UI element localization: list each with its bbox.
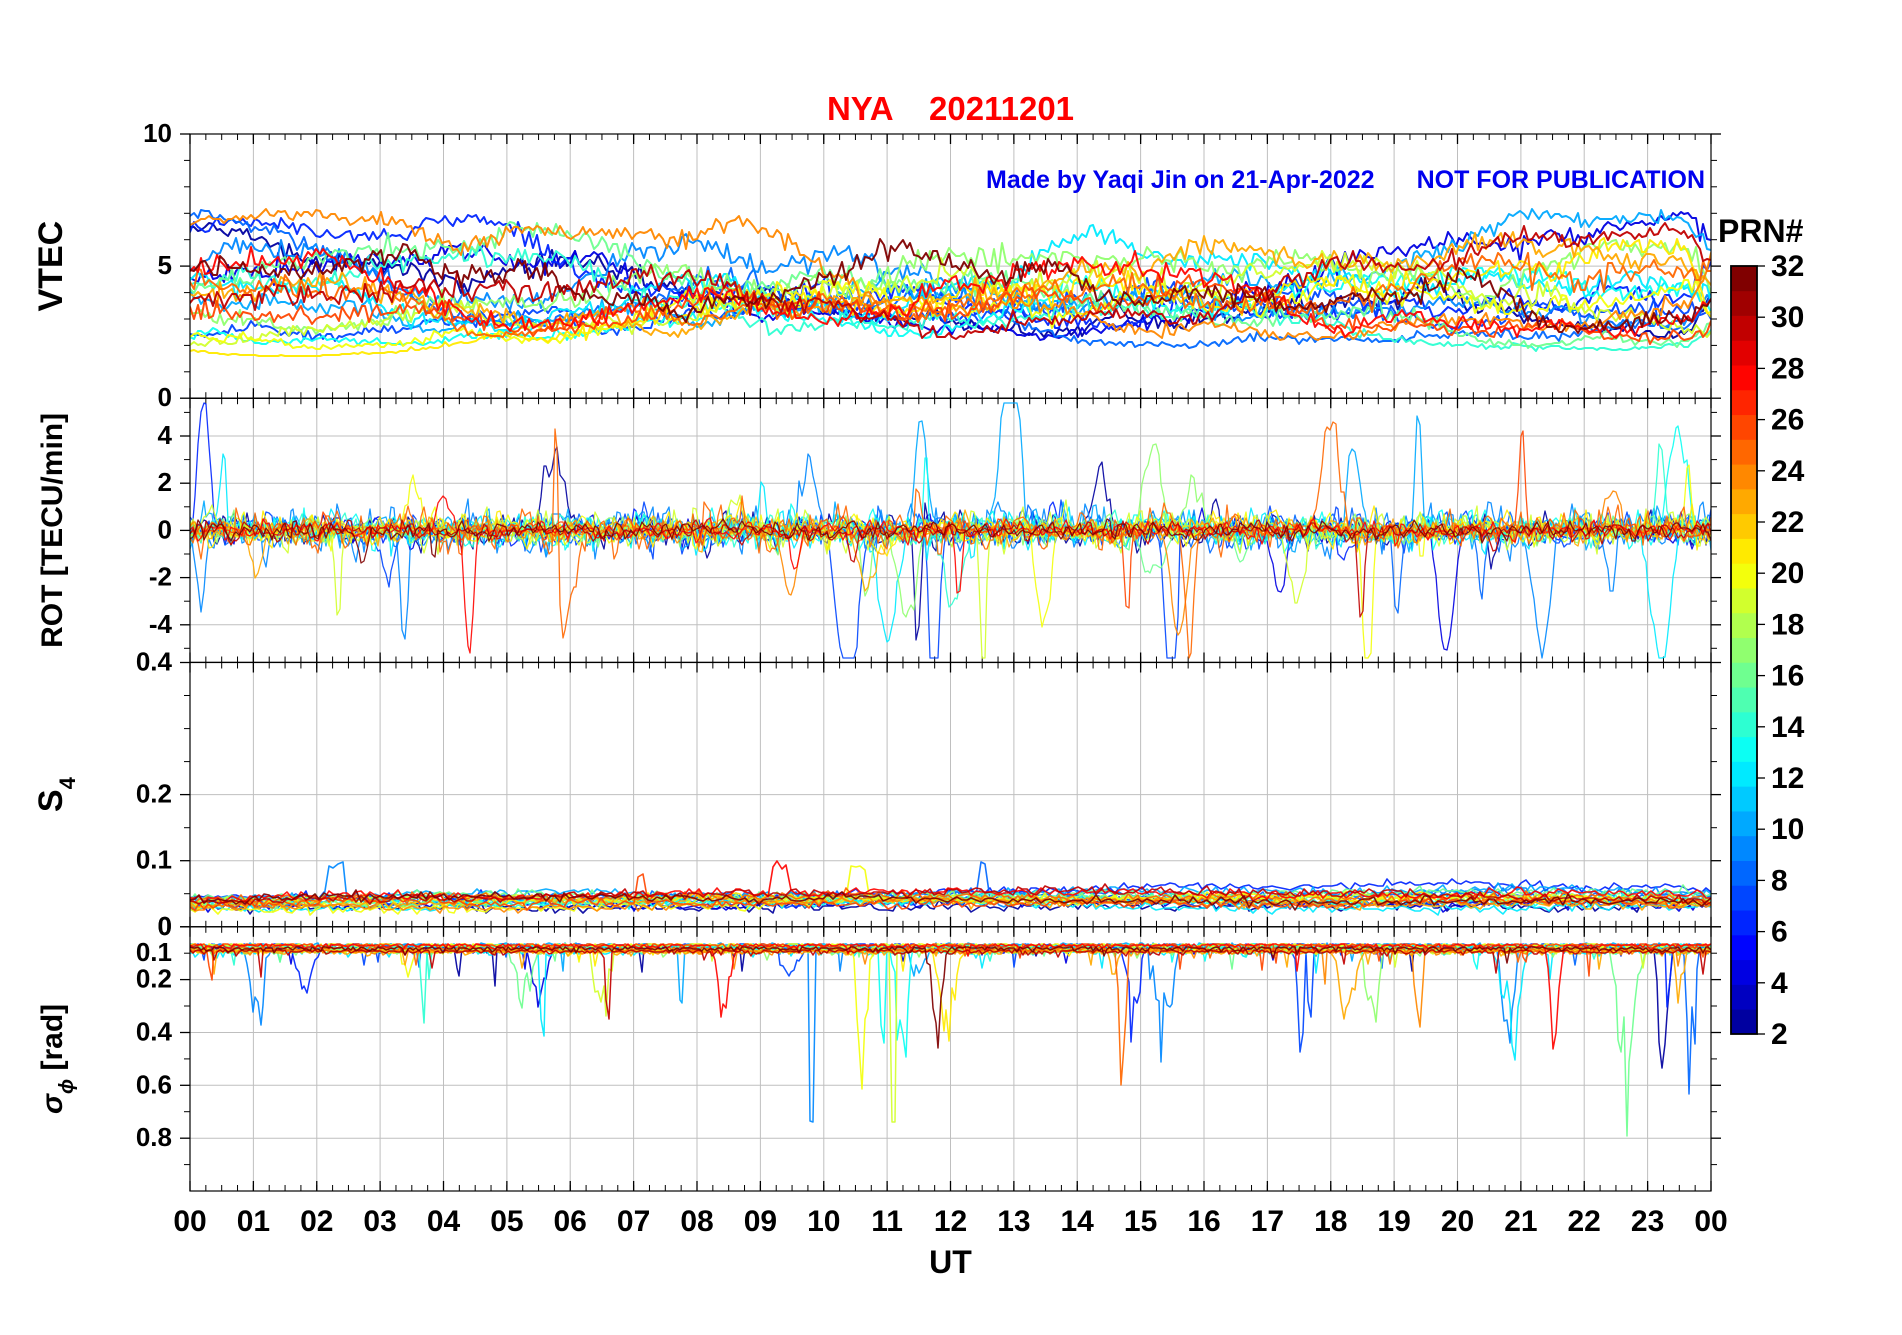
svg-text:03: 03 [363, 1205, 396, 1238]
svg-text:0.2: 0.2 [136, 964, 172, 994]
svg-text:0.8: 0.8 [136, 1122, 172, 1152]
svg-text:00: 00 [1694, 1205, 1727, 1238]
svg-text:12: 12 [1771, 762, 1804, 795]
svg-text:16: 16 [1187, 1205, 1220, 1238]
svg-text:0: 0 [158, 382, 172, 412]
svg-text:21: 21 [1504, 1205, 1537, 1238]
svg-text:2: 2 [1771, 1018, 1788, 1051]
svg-text:30: 30 [1771, 301, 1804, 334]
svg-text:5: 5 [158, 250, 172, 280]
svg-text:09: 09 [744, 1205, 777, 1238]
svg-text:01: 01 [237, 1205, 270, 1238]
svg-text:4: 4 [158, 420, 173, 450]
svg-text:00: 00 [173, 1205, 206, 1238]
svg-text:ROT [TECU/min]: ROT [TECU/min] [36, 413, 69, 648]
svg-text:12: 12 [934, 1205, 967, 1238]
svg-text:13: 13 [997, 1205, 1030, 1238]
svg-text:0.1: 0.1 [136, 845, 172, 875]
svg-text:19: 19 [1377, 1205, 1410, 1238]
svg-text:6: 6 [1771, 916, 1788, 949]
svg-text:2: 2 [158, 467, 172, 497]
svg-text:10: 10 [143, 118, 172, 148]
svg-text:4: 4 [1771, 967, 1788, 1000]
svg-text:11: 11 [871, 1205, 903, 1238]
svg-text:32: 32 [1771, 250, 1804, 283]
svg-text:0.4: 0.4 [136, 647, 173, 677]
svg-text:17: 17 [1251, 1205, 1284, 1238]
svg-text:14: 14 [1061, 1205, 1095, 1238]
svg-text:22: 22 [1771, 506, 1804, 539]
svg-text:-2: -2 [149, 562, 172, 592]
svg-text:18: 18 [1771, 608, 1804, 641]
svg-text:0: 0 [158, 514, 172, 544]
svg-text:02: 02 [300, 1205, 333, 1238]
svg-text:14: 14 [1771, 711, 1805, 744]
svg-text:NYA 20211201: NYA 20211201 [827, 90, 1074, 127]
svg-text:0.2: 0.2 [136, 779, 172, 809]
svg-text:Made by Yaqi Jin on 21-Apr-202: Made by Yaqi Jin on 21-Apr-2022 [986, 166, 1375, 194]
svg-text:-4: -4 [149, 609, 173, 639]
svg-text:10: 10 [807, 1205, 840, 1238]
svg-text:18: 18 [1314, 1205, 1347, 1238]
svg-text:28: 28 [1771, 352, 1804, 385]
svg-text:10: 10 [1771, 813, 1804, 846]
svg-text:20: 20 [1771, 557, 1804, 590]
svg-text:0.1: 0.1 [136, 937, 172, 967]
svg-text:07: 07 [617, 1205, 650, 1238]
svg-text:VTEC: VTEC [32, 221, 70, 312]
svg-text:UT: UT [929, 1244, 972, 1280]
svg-text:0.4: 0.4 [136, 1017, 173, 1047]
svg-text:20: 20 [1441, 1205, 1474, 1238]
svg-text:08: 08 [680, 1205, 713, 1238]
svg-text:23: 23 [1631, 1205, 1664, 1238]
svg-text:PRN#: PRN# [1718, 213, 1804, 249]
svg-text:0.6: 0.6 [136, 1069, 172, 1099]
svg-text:NOT FOR PUBLICATION: NOT FOR PUBLICATION [1417, 166, 1705, 194]
svg-text:8: 8 [1771, 864, 1788, 897]
svg-text:24: 24 [1771, 455, 1805, 488]
svg-text:26: 26 [1771, 404, 1804, 437]
svg-text:05: 05 [490, 1205, 523, 1238]
svg-text:16: 16 [1771, 660, 1804, 693]
svg-text:22: 22 [1568, 1205, 1601, 1238]
svg-text:06: 06 [554, 1205, 587, 1238]
svg-text:15: 15 [1124, 1205, 1157, 1238]
svg-text:04: 04 [427, 1205, 461, 1238]
